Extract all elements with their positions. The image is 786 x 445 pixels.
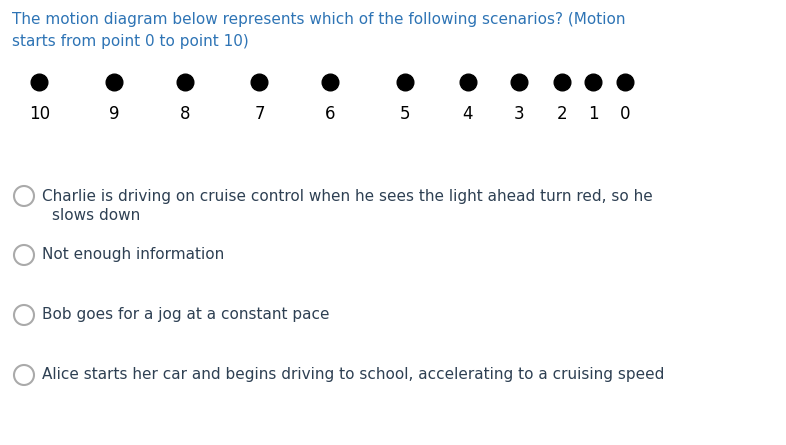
Text: 10: 10 [29, 105, 50, 123]
Text: Bob goes for a jog at a constant pace: Bob goes for a jog at a constant pace [42, 307, 329, 323]
Text: slows down: slows down [52, 209, 140, 223]
Text: starts from point 0 to point 10): starts from point 0 to point 10) [12, 34, 248, 49]
Text: Not enough information: Not enough information [42, 247, 224, 263]
Text: 3: 3 [513, 105, 524, 123]
Text: 6: 6 [325, 105, 336, 123]
Text: 7: 7 [254, 105, 265, 123]
Text: Alice starts her car and begins driving to school, accelerating to a cruising sp: Alice starts her car and begins driving … [42, 368, 664, 383]
Text: 2: 2 [556, 105, 567, 123]
Text: 5: 5 [399, 105, 410, 123]
Text: 9: 9 [108, 105, 119, 123]
Text: 0: 0 [619, 105, 630, 123]
Text: 4: 4 [462, 105, 473, 123]
Text: 8: 8 [179, 105, 190, 123]
Text: 1: 1 [588, 105, 599, 123]
Text: Charlie is driving on cruise control when he sees the light ahead turn red, so h: Charlie is driving on cruise control whe… [42, 189, 652, 203]
Text: The motion diagram below represents which of the following scenarios? (Motion: The motion diagram below represents whic… [12, 12, 626, 27]
